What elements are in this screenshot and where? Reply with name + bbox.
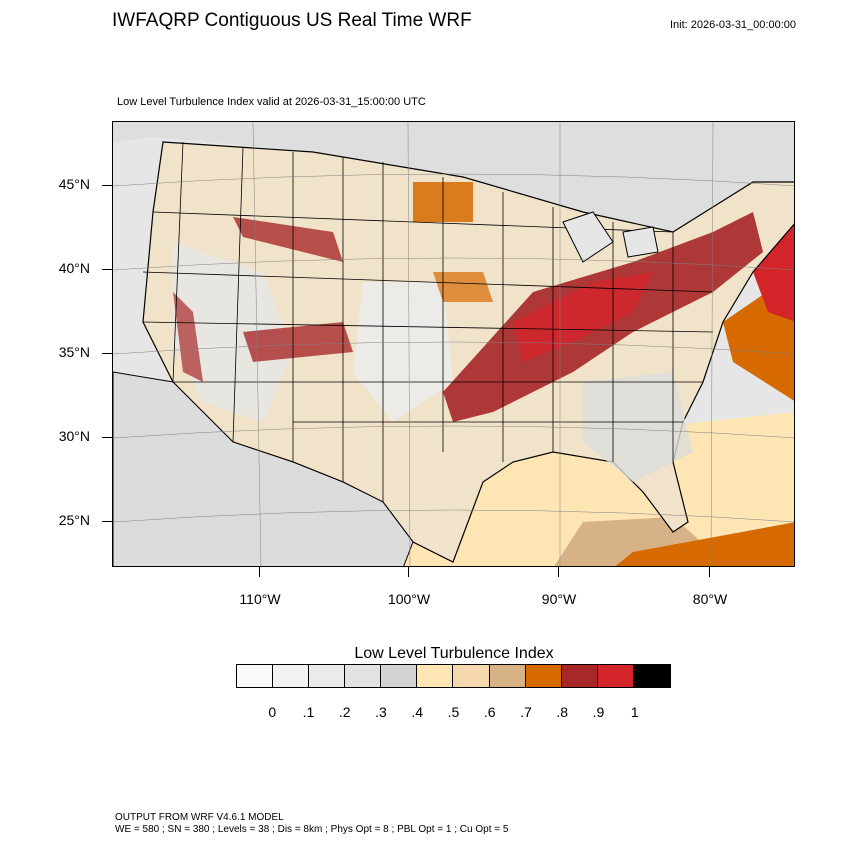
- colorado-streak: [243, 322, 353, 362]
- lon-label-80: 80°W: [692, 591, 728, 607]
- plains-gray: [353, 282, 453, 422]
- kansas-orange: [433, 272, 493, 302]
- colorbar-box: [633, 665, 670, 687]
- lon-label-90: 90°W: [541, 591, 577, 607]
- lat-tick-30: [102, 437, 112, 438]
- lat-label-25: 25°N: [58, 512, 90, 528]
- colorbar-label: .9: [592, 704, 605, 720]
- colorbar-title: Low Level Turbulence Index: [354, 645, 554, 662]
- lat-tick-25: [102, 521, 112, 522]
- lat-tick-35: [102, 353, 112, 354]
- colorbar: [236, 664, 671, 688]
- colorbar-box: [237, 665, 274, 687]
- colorbar-box: [309, 665, 346, 687]
- lat-label-30: 30°N: [58, 428, 90, 444]
- lat-label-40: 40°N: [58, 260, 90, 276]
- colorbar-label: .4: [411, 704, 424, 720]
- colorbar-box: [489, 665, 526, 687]
- lon-tick-90: [558, 567, 559, 577]
- colorbar-box: [525, 665, 562, 687]
- main-title: IWFAQRP Contiguous US Real Time WRF: [112, 10, 472, 31]
- colorbar-label: 1: [630, 704, 639, 720]
- colorbar-label: .3: [375, 704, 387, 720]
- colorbar-box: [561, 665, 598, 687]
- great-lakes: [562, 211, 614, 263]
- lat-tick-45: [102, 185, 112, 186]
- lon-tick-100: [408, 567, 409, 577]
- footer-config: WE = 580 ; SN = 380 ; Levels = 38 ; Dis …: [115, 824, 509, 835]
- southeast-gray: [583, 372, 693, 482]
- graticule: [113, 122, 794, 566]
- colorbar-label: .2: [338, 704, 351, 720]
- montana-streak: [233, 217, 343, 262]
- state-boundaries: [142, 141, 714, 502]
- footer-model: OUTPUT FROM WRF V4.6.1 MODEL: [115, 812, 284, 823]
- lake-erie: [622, 226, 659, 258]
- lon-label-100: 100°W: [387, 591, 431, 607]
- colorbar-label: .8: [556, 704, 569, 720]
- lon-label-110: 110°W: [239, 591, 281, 607]
- turbulence-core: [513, 272, 653, 362]
- colorbar-label: .6: [483, 704, 496, 720]
- init-time: Init: 2026-03-31_00:00:00: [670, 19, 796, 31]
- west-gray: [173, 242, 293, 422]
- sierra-streak: [173, 292, 203, 382]
- colorbar-label: .7: [520, 704, 532, 720]
- colorbar-box: [597, 665, 634, 687]
- lat-label-45: 45°N: [58, 176, 90, 192]
- lon-tick-110: [259, 567, 260, 577]
- plot-subtitle: Low Level Turbulence Index valid at 2026…: [117, 96, 426, 108]
- lat-label-35: 35°N: [58, 344, 90, 360]
- colorbar-box: [273, 665, 310, 687]
- atlantic-red: [753, 224, 794, 322]
- colorbar-box: [345, 665, 382, 687]
- canada-area: [113, 122, 794, 232]
- map-plot[interactable]: [112, 121, 795, 567]
- map-svg: [113, 122, 794, 566]
- lat-tick-40: [102, 269, 112, 270]
- colorbar-label: 0: [268, 704, 277, 720]
- gulf-orange: [615, 522, 794, 566]
- lon-tick-80: [709, 567, 710, 577]
- colorbar-box: [417, 665, 454, 687]
- colorbar-label: .1: [302, 704, 315, 720]
- colorbar-box: [381, 665, 418, 687]
- footer: OUTPUT FROM WRF V4.6.1 MODEL WE = 580 ; …: [115, 812, 508, 836]
- colorbar-box: [453, 665, 490, 687]
- colorbar-label: .5: [447, 704, 460, 720]
